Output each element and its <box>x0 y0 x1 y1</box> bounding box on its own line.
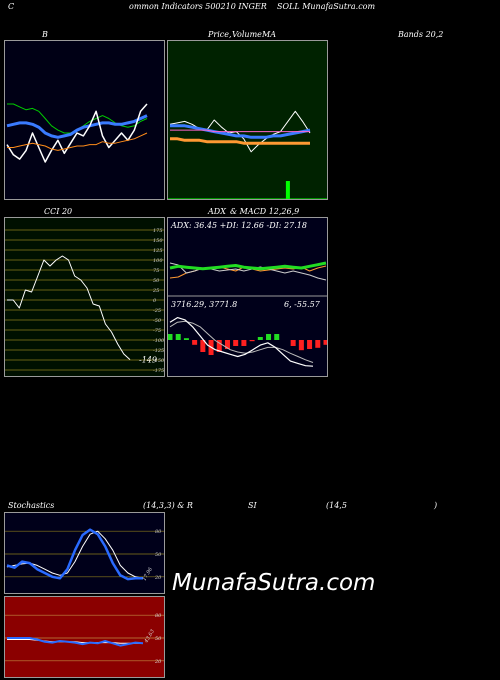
cci-tick-label: 0 <box>153 298 157 304</box>
bollinger-chart <box>6 103 148 163</box>
rsi-line <box>7 637 144 647</box>
cci-tick-label: 100 <box>153 258 163 264</box>
stoch-tick-label: 20 <box>154 575 162 581</box>
stoch-title-1: Stochastics <box>8 501 55 510</box>
stoch-last-value: 17.96 <box>142 566 155 582</box>
cci-tick-label: -150 <box>153 358 165 364</box>
stochastics-panel: 80 50 20 17.96 <box>4 512 165 594</box>
stoch-title-2: (14,3,3) & R <box>143 501 193 510</box>
stoch-tick-label: 50 <box>155 552 162 558</box>
stoch-k-line <box>6 528 143 581</box>
cci-last-value: -149 <box>139 356 157 365</box>
macd-line <box>169 316 314 367</box>
rsi-tick-label: 50 <box>155 636 162 642</box>
volume-bar <box>285 181 290 199</box>
ma-series-1 <box>170 124 311 139</box>
cci-tick-label: -175 <box>153 368 164 374</box>
stoch-title-4: (14,5 <box>326 501 347 510</box>
cci-title: CCI 20 <box>44 207 73 216</box>
adx-title-2: & MACD 12,26,9 <box>230 207 300 216</box>
price-ma-chart <box>168 110 327 199</box>
macd-histogram-bar <box>290 340 296 346</box>
cci-tick-label: 50 <box>153 278 160 284</box>
rsi-last-value: 43.63 <box>143 629 156 645</box>
macd-histogram-bar <box>175 334 181 340</box>
macd-histogram-bar <box>168 334 173 340</box>
cci-tick-label: -100 <box>153 338 165 344</box>
macd-histogram-bar <box>224 340 230 349</box>
macd-histogram-bar <box>266 334 272 340</box>
header-c: C <box>8 2 15 11</box>
adx-plus-di <box>169 262 327 281</box>
macd-histogram-bar <box>257 337 263 340</box>
cci-tick-label: 125 <box>153 248 163 254</box>
cci-tick-label: -125 <box>153 348 164 354</box>
rsi-panel: 80 50 20 43.63 <box>4 596 165 678</box>
cci-panel: 175 150 125 100 75 50 25 0 -25 -50 -75 -100 -125 -150… <box>4 217 165 377</box>
adx-values-label: ADX: 36.45 +DI: 12.66 -DI: 27.18 <box>171 221 307 230</box>
adx-macd-chart <box>168 261 327 367</box>
macd-histogram-bar <box>315 340 321 348</box>
header-title: ommon Indicators 500210 INGER <box>129 2 267 11</box>
macd-histogram-bar <box>192 340 198 345</box>
cci-tick-label: 175 <box>153 228 163 234</box>
macd-values-label-2: 6, -55.57 <box>284 300 320 309</box>
pv-title-2: Volume <box>232 30 262 39</box>
stoch-tick-label: 80 <box>155 529 162 535</box>
bb-title: B <box>42 30 48 39</box>
rsi-tick-label: 20 <box>154 659 162 665</box>
adx-line <box>169 261 327 271</box>
bollinger-panel <box>4 40 165 200</box>
rsi-tick-label: 80 <box>155 613 162 619</box>
price-ma-panel <box>167 40 328 200</box>
ma-series-2 <box>170 137 310 145</box>
pv-title-1: Price, <box>208 30 232 39</box>
macd-histogram-bar <box>200 340 206 352</box>
stoch-title-5: ) <box>434 501 438 510</box>
stoch-d-line <box>6 530 144 579</box>
cci-tick-label: -75 <box>153 328 161 334</box>
ma-series-3 <box>170 129 310 133</box>
bb-series-3 <box>7 132 148 151</box>
adx-macd-panel: ADX: 36.45 +DI: 12.66 -DI: 27.18 3716.29… <box>167 217 328 377</box>
macd-histogram-bar <box>274 334 280 340</box>
bb-series-1 <box>6 114 148 139</box>
cci-line <box>7 255 131 360</box>
macd-histogram-bar <box>298 340 304 351</box>
cci-tick-label: 75 <box>153 268 159 274</box>
cci-tick-label: 25 <box>152 288 159 294</box>
macd-signal-line <box>169 320 314 363</box>
macd-histogram-bar <box>183 338 189 340</box>
header-site: SOLL MunafaSutra.com <box>277 2 376 11</box>
cci-tick-label: 150 <box>153 238 163 244</box>
stoch-title-3: SI <box>248 501 257 510</box>
watermark: MunafaSutra.com <box>172 570 376 596</box>
macd-values-label: 3716.29, 3771.8 <box>171 300 238 309</box>
macd-histogram-bar <box>233 340 239 346</box>
macd-histogram-bar <box>249 340 255 342</box>
macd-histogram-bar <box>323 340 327 345</box>
cci-tick-label: -25 <box>153 308 161 314</box>
rsi-chart: 80 50 20 43.63 <box>5 613 164 665</box>
macd-histogram-bar <box>307 340 313 349</box>
bands-title: Bands 20,2 <box>398 30 444 39</box>
cci-chart: 175 150 125 100 75 50 25 0 -25 -50 -75 -100 -125 -150… <box>5 228 165 374</box>
macd-histogram-bar <box>216 340 222 352</box>
bb-series-2 <box>6 103 148 163</box>
adx-title-1: ADX <box>208 207 226 216</box>
macd-histogram-bar <box>241 340 247 346</box>
cci-tick-label: -50 <box>153 318 162 324</box>
pv-title-3: MA <box>262 30 276 39</box>
